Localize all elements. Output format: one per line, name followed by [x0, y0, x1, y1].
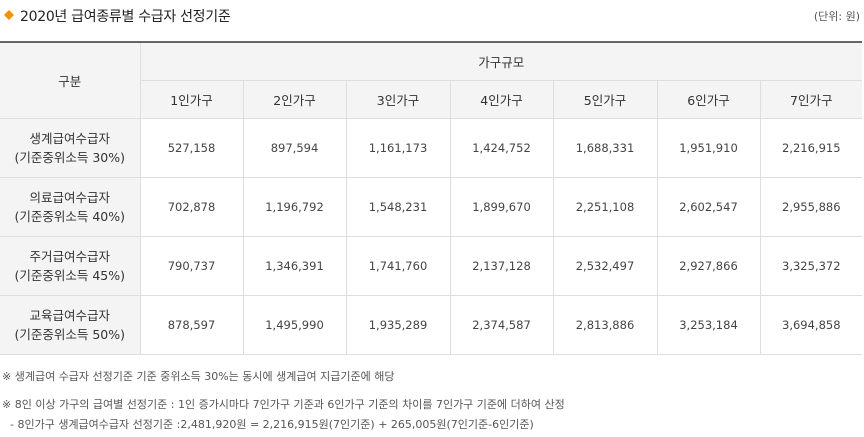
table-row: 의료급여수급자 (기준중위소득 40%) 702,878 1,196,792 1… — [0, 176, 863, 237]
table-cell: 2,251,108 — [552, 176, 658, 237]
table-cell: 3,325,372 — [759, 235, 863, 296]
table-cell: 527,158 — [139, 117, 244, 178]
column-header: 1인가구 — [139, 79, 244, 119]
footnote-example: - 8인가구 생계급여수급자 선정기준 :2,481,920원 = 2,216,… — [10, 418, 534, 431]
column-header: 5인가구 — [552, 79, 658, 119]
footnote: ※ 8인 이상 가구의 급여별 선정기준 : 1인 증가시마다 7인가구 기준과… — [2, 398, 565, 411]
table-cell: 3,694,858 — [759, 294, 863, 355]
table-cell: 2,602,547 — [656, 176, 761, 237]
row-subtitle: (기준중위소득 45%) — [14, 267, 125, 283]
table-cell: 702,878 — [139, 176, 244, 237]
row-subtitle: (기준중위소득 50%) — [14, 326, 125, 342]
table-cell: 1,951,910 — [656, 117, 761, 178]
table-cell: 1,161,173 — [345, 117, 451, 178]
row-name: 생계급여수급자 — [29, 130, 110, 146]
row-header: 의료급여수급자 (기준중위소득 40%) — [0, 176, 141, 237]
table-cell: 2,927,866 — [656, 235, 761, 296]
table-cell: 2,532,497 — [552, 235, 658, 296]
row-subtitle: (기준중위소득 40%) — [14, 208, 125, 224]
row-header: 교육급여수급자 (기준중위소득 50%) — [0, 294, 141, 355]
row-name: 교육급여수급자 — [29, 307, 110, 323]
table-cell: 1,495,990 — [242, 294, 347, 355]
row-name: 주거급여수급자 — [29, 248, 110, 264]
group-header: 가구규모 — [139, 41, 863, 81]
table-cell: 1,935,289 — [345, 294, 451, 355]
column-header: 7인가구 — [759, 79, 863, 119]
table-cell: 878,597 — [139, 294, 244, 355]
table-cell: 2,813,886 — [552, 294, 658, 355]
table-row: 생계급여수급자 (기준중위소득 30%) 527,158 897,594 1,1… — [0, 117, 863, 178]
unit-label: (단위: 원) — [813, 10, 860, 23]
table-cell: 2,216,915 — [759, 117, 863, 178]
row-header: 생계급여수급자 (기준중위소득 30%) — [0, 117, 141, 178]
selection-criteria-table: 구분 가구규모 1인가구 2인가구 3인가구 4인가구 5인가구 6인가구 7인… — [0, 41, 863, 355]
table-cell: 897,594 — [242, 117, 347, 178]
row-header: 주거급여수급자 (기준중위소득 45%) — [0, 235, 141, 296]
column-header: 4인가구 — [449, 79, 554, 119]
table-cell: 2,374,587 — [449, 294, 554, 355]
table-cell: 1,899,670 — [449, 176, 554, 237]
column-header: 2인가구 — [242, 79, 347, 119]
table-cell: 3,253,184 — [656, 294, 761, 355]
column-header: 3인가구 — [345, 79, 451, 119]
column-header: 6인가구 — [656, 79, 761, 119]
table-cell: 2,137,128 — [449, 235, 554, 296]
table-row: 교육급여수급자 (기준중위소득 50%) 878,597 1,495,990 1… — [0, 294, 863, 355]
title-bar: 2020년 급여종류별 수급자 선정기준 (단위: 원) — [0, 0, 864, 34]
table-cell: 1,741,760 — [345, 235, 451, 296]
table-row: 주거급여수급자 (기준중위소득 45%) 790,737 1,346,391 1… — [0, 235, 863, 296]
footnote: ※ 생계급여 수급자 선정기준 기준 중위소득 30%는 동시에 생계급여 지급… — [2, 370, 395, 383]
page-title: 2020년 급여종류별 수급자 선정기준 — [20, 9, 231, 25]
row-header-label: 구분 — [0, 41, 141, 119]
table-cell: 790,737 — [139, 235, 244, 296]
table-cell: 1,688,331 — [552, 117, 658, 178]
table-cell: 1,548,231 — [345, 176, 451, 237]
row-name: 의료급여수급자 — [29, 189, 110, 205]
table-cell: 1,196,792 — [242, 176, 347, 237]
table-cell: 1,424,752 — [449, 117, 554, 178]
table-cell: 2,955,886 — [759, 176, 863, 237]
row-subtitle: (기준중위소득 30%) — [14, 149, 125, 165]
table-cell: 1,346,391 — [242, 235, 347, 296]
